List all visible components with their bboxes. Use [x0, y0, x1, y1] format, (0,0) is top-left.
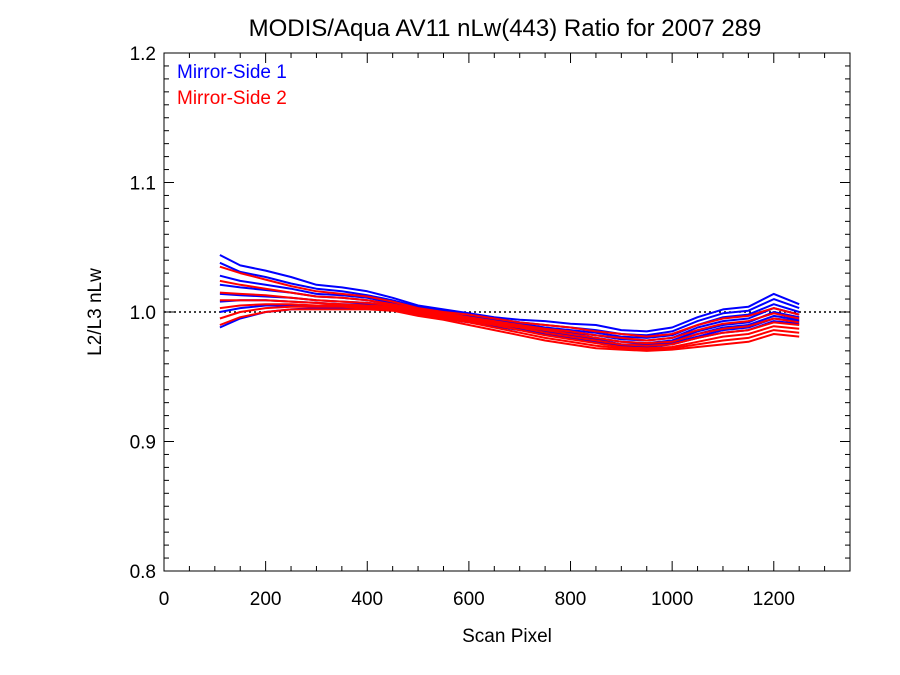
legend-entry: Mirror-Side 1: [177, 62, 287, 83]
x-tick-label: 600: [453, 589, 485, 610]
mirror-side-2-series-line: [219, 265, 800, 338]
x-tick-label: 800: [555, 589, 587, 610]
x-axis-label: Scan Pixel: [462, 626, 552, 647]
x-tick-label: 400: [351, 589, 383, 610]
y-tick-label: 1.1: [130, 174, 156, 195]
y-tick-label: 1.2: [130, 44, 156, 65]
x-axis: 0 200 400 600 800 1000 1200: [159, 53, 826, 610]
mirror-side-2-series-line: [219, 279, 800, 342]
legend-entry: Mirror-Side 2: [177, 88, 287, 109]
y-tick-label: 0.8: [130, 562, 156, 583]
mirror-side-1-series-line: [219, 254, 800, 333]
mirror-side-2-series-line: [219, 303, 800, 350]
series-lines: [219, 254, 800, 352]
x-tick-label: 200: [250, 589, 282, 610]
y-axis: 0.8 0.9 1.0 1.1 1.2: [130, 44, 850, 583]
mirror-side-2-series-line: [219, 305, 800, 351]
y-tick-label: 0.9: [130, 433, 156, 454]
x-tick-label: 0: [159, 589, 170, 610]
mirror-side-2-series-line: [219, 299, 800, 347]
mirror-side-2-series-line: [219, 291, 800, 345]
legend: Mirror-Side 1 Mirror-Side 2: [177, 62, 287, 109]
y-tick-label: 1.0: [130, 303, 156, 324]
y-axis-label: L2/L3 nLw: [85, 268, 106, 356]
mirror-side-2-series-line: [219, 308, 800, 352]
x-tick-label: 1200: [753, 589, 795, 610]
chart-title: MODIS/Aqua AV11 nLw(443) Ratio for 2007 …: [249, 15, 762, 42]
x-tick-label: 1000: [651, 589, 693, 610]
